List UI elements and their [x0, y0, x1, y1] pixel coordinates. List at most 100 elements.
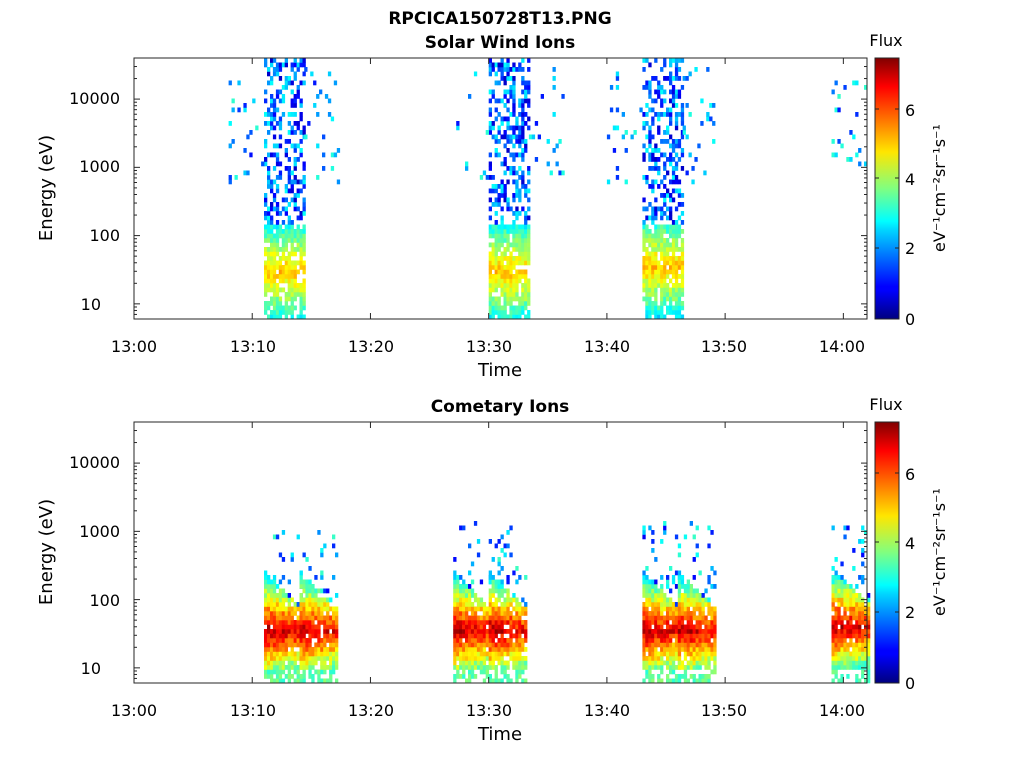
heatmap-cell — [704, 620, 708, 625]
heatmap-cell — [270, 76, 274, 81]
heatmap-cell — [831, 566, 835, 571]
heatmap-cell — [707, 660, 711, 666]
heatmap-cell — [651, 184, 655, 189]
heatmap-cell — [666, 188, 670, 194]
heatmap-cell — [327, 71, 332, 77]
heatmap-cell — [515, 116, 519, 122]
heatmap-cell — [278, 593, 283, 598]
heatmap-cell — [524, 184, 528, 189]
heatmap-cell — [491, 89, 495, 95]
heatmap-cell — [500, 220, 504, 225]
heatmap-cell — [861, 579, 865, 585]
heatmap-cell — [843, 534, 847, 540]
heatmap-cell — [648, 602, 652, 607]
heatmap-cell — [272, 206, 277, 212]
heatmap-cell — [671, 669, 676, 675]
heatmap-cell — [846, 615, 850, 621]
heatmap-cell — [500, 660, 504, 666]
heatmap-cell — [657, 602, 661, 607]
heatmap-cell — [488, 161, 492, 167]
heatmap-cell — [272, 534, 277, 540]
heatmap-cell — [497, 651, 501, 657]
heatmap-cell — [657, 265, 661, 270]
heatmap-cell — [654, 148, 658, 153]
heatmap-cell — [278, 287, 283, 293]
heatmap-cell — [503, 602, 507, 607]
heatmap-cell — [302, 161, 306, 167]
heatmap-cell — [278, 606, 283, 612]
heatmap-cell — [849, 651, 853, 657]
heatmap-cell — [278, 233, 283, 239]
heatmap-cell — [660, 89, 664, 95]
heatmap-cell — [555, 143, 559, 149]
heatmap-cell — [509, 642, 513, 648]
heatmap-cell — [275, 593, 280, 598]
heatmap-cell — [683, 642, 688, 648]
heatmap-cell — [657, 247, 661, 252]
heatmap-cell — [843, 656, 847, 661]
heatmap-cell — [506, 588, 510, 594]
heatmap-cell — [299, 597, 303, 603]
heatmap-cell — [518, 233, 522, 239]
x-tick-label: 13:30 — [466, 701, 512, 720]
heatmap-cell — [506, 134, 510, 140]
heatmap-cell — [476, 615, 481, 621]
heatmap-cell — [267, 206, 271, 212]
heatmap-cell — [281, 112, 286, 117]
heatmap-cell — [284, 611, 288, 616]
heatmap-cell — [651, 166, 655, 171]
heatmap-cell — [701, 642, 705, 648]
heatmap-cell — [299, 611, 303, 616]
heatmap-cell — [669, 116, 673, 122]
heatmap-cell — [527, 292, 531, 297]
heatmap-cell — [494, 152, 498, 158]
heatmap-cell — [476, 647, 481, 652]
heatmap-cell — [515, 206, 519, 212]
heatmap-cell — [660, 292, 664, 297]
heatmap-cell — [320, 570, 324, 576]
heatmap-cell — [293, 197, 297, 203]
heatmap-cell — [453, 629, 457, 634]
heatmap-cell — [689, 597, 693, 603]
heatmap-cell — [527, 229, 531, 234]
heatmap-cell — [645, 575, 649, 580]
heatmap-cell — [491, 310, 495, 315]
heatmap-cell — [867, 602, 871, 607]
heatmap-cell — [674, 188, 679, 194]
heatmap-cell — [509, 278, 513, 284]
heatmap-cell — [270, 593, 274, 598]
heatmap-cell — [479, 606, 484, 612]
heatmap-cell — [506, 179, 510, 185]
heatmap-cell — [462, 593, 466, 598]
heatmap-cell — [264, 229, 268, 234]
heatmap-cell — [645, 112, 649, 117]
heatmap-cell — [864, 611, 868, 616]
heatmap-cell — [465, 611, 469, 616]
heatmap-cell — [831, 602, 835, 607]
heatmap-cell — [329, 633, 333, 639]
heatmap-cell — [861, 633, 865, 639]
heatmap-cell — [645, 247, 649, 252]
heatmap-cell — [470, 579, 475, 585]
heatmap-cell — [515, 615, 519, 621]
heatmap-cell — [468, 651, 472, 657]
heatmap-cell — [657, 184, 661, 189]
heatmap-cell — [657, 85, 661, 90]
heatmap-cell — [494, 229, 498, 234]
heatmap-cell — [657, 157, 661, 162]
heatmap-cell — [624, 179, 628, 185]
heatmap-cell — [648, 296, 652, 302]
heatmap-cell — [462, 629, 466, 634]
heatmap-cell — [849, 629, 853, 634]
heatmap-cell — [317, 678, 321, 684]
heatmap-cell — [482, 629, 487, 634]
heatmap-cell — [497, 265, 501, 270]
heatmap-cell — [317, 611, 321, 616]
heatmap-cell — [645, 269, 649, 275]
heatmap-cell — [834, 642, 838, 648]
heatmap-cell — [642, 584, 646, 589]
heatmap-cell — [680, 260, 685, 266]
heatmap-cell — [335, 656, 339, 661]
heatmap-cell — [299, 103, 303, 108]
heatmap-cell — [453, 557, 457, 562]
